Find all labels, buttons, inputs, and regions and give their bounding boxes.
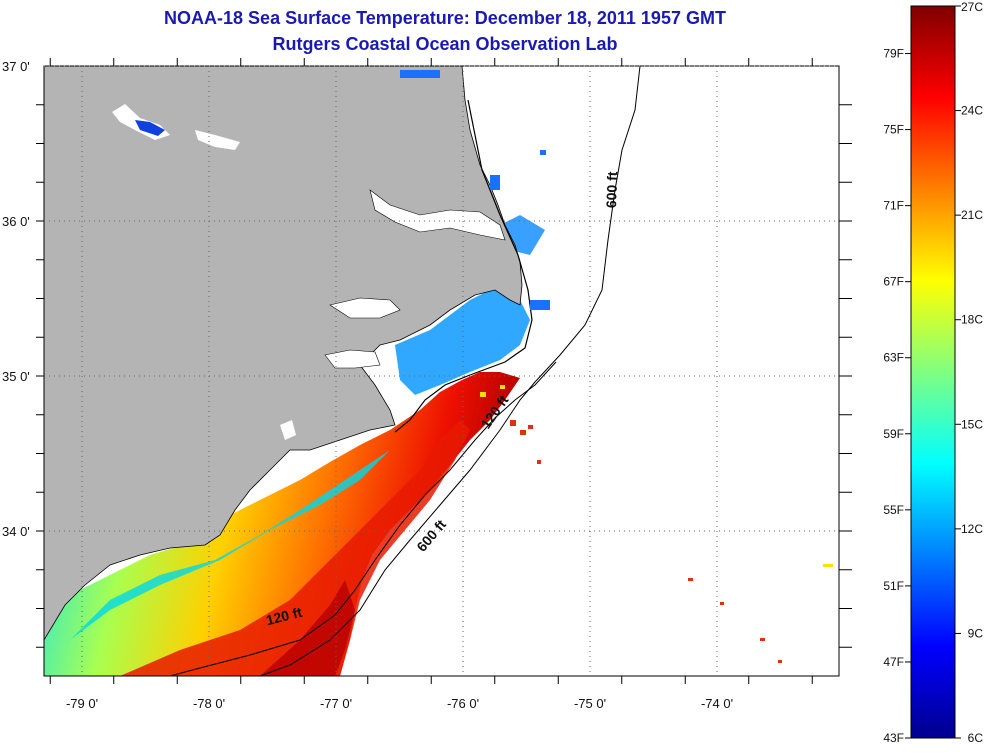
isobath-120ft-contour bbox=[169, 361, 557, 676]
albemarle-sound bbox=[369, 189, 506, 241]
colorbar-f-label: 51F bbox=[883, 579, 904, 593]
isobath-label: 600 ft bbox=[603, 171, 620, 208]
lat-tick-label: 35 0' bbox=[2, 369, 30, 384]
sst-scatter bbox=[510, 420, 782, 663]
colorbar-f-label: 47F bbox=[883, 655, 904, 669]
lake-2 bbox=[195, 130, 240, 150]
colorbar-f-label: 71F bbox=[883, 199, 904, 213]
longitude-ticks: -79 0' -78 0' -77 0' -76 0' -75 0' -74 0' bbox=[49, 58, 813, 711]
colorbar-f-label: 75F bbox=[883, 123, 904, 137]
graticule bbox=[44, 65, 839, 676]
lake-blue bbox=[135, 120, 165, 136]
lat-tick-label: 36 0' bbox=[2, 214, 30, 229]
colorbar-f-label: 43F bbox=[883, 731, 904, 745]
colorbar-c-label: 15C bbox=[961, 417, 983, 431]
lon-tick-label: -76 0' bbox=[447, 696, 479, 711]
map-subtitle: Rutgers Coastal Ocean Observation Lab bbox=[272, 34, 618, 54]
latitude-ticks: 37 0' 36 0' 35 0' 34 0' bbox=[2, 59, 852, 648]
colorbar-c-label: 24C bbox=[961, 104, 983, 118]
map-title: NOAA-18 Sea Surface Temperature: Decembe… bbox=[164, 8, 726, 28]
lon-tick-label: -79 0' bbox=[66, 696, 98, 711]
colorbar-c-label: 9C bbox=[968, 626, 984, 640]
colorbar bbox=[910, 5, 956, 739]
sst-sound-water bbox=[395, 285, 530, 395]
lon-tick-label: -75 0' bbox=[574, 696, 606, 711]
colorbar-c-label: 27C bbox=[961, 0, 983, 14]
colorbar-f-label: 55F bbox=[883, 503, 904, 517]
colorbar-celsius-labels: 27C 24C 21C 18C 15C 12C 9C 6C bbox=[955, 0, 983, 745]
lon-tick-label: -78 0' bbox=[193, 696, 225, 711]
colorbar-f-label: 63F bbox=[883, 351, 904, 365]
sst-scatter-blue bbox=[400, 70, 550, 310]
colorbar-fahrenheit-labels: 79F 75F 71F 67F 63F 59F 55F 51F 47F 43F bbox=[883, 47, 911, 745]
colorbar-f-label: 67F bbox=[883, 275, 904, 289]
pamlico-river bbox=[329, 297, 401, 319]
lon-tick-label: -77 0' bbox=[320, 696, 352, 711]
outer-banks bbox=[394, 99, 533, 433]
lake-3 bbox=[280, 420, 296, 440]
colorbar-c-label: 21C bbox=[961, 208, 983, 222]
colorbar-c-label: 6C bbox=[968, 731, 984, 745]
colorbar-f-label: 79F bbox=[883, 47, 904, 61]
neuse-river bbox=[324, 349, 381, 369]
plot-border bbox=[43, 65, 840, 677]
sst-warm-water bbox=[120, 420, 470, 676]
colorbar-c-label: 18C bbox=[961, 313, 983, 327]
isobath-600ft-contour bbox=[259, 66, 641, 676]
sst-hot-water bbox=[260, 580, 355, 676]
colorbar-c-label: 12C bbox=[961, 522, 983, 536]
colorbar-f-label: 59F bbox=[883, 427, 904, 441]
lat-tick-label: 34 0' bbox=[2, 524, 30, 539]
lat-tick-label: 37 0' bbox=[2, 59, 30, 74]
lon-tick-label: -74 0' bbox=[701, 696, 733, 711]
sst-scatter-yellow bbox=[480, 385, 833, 567]
